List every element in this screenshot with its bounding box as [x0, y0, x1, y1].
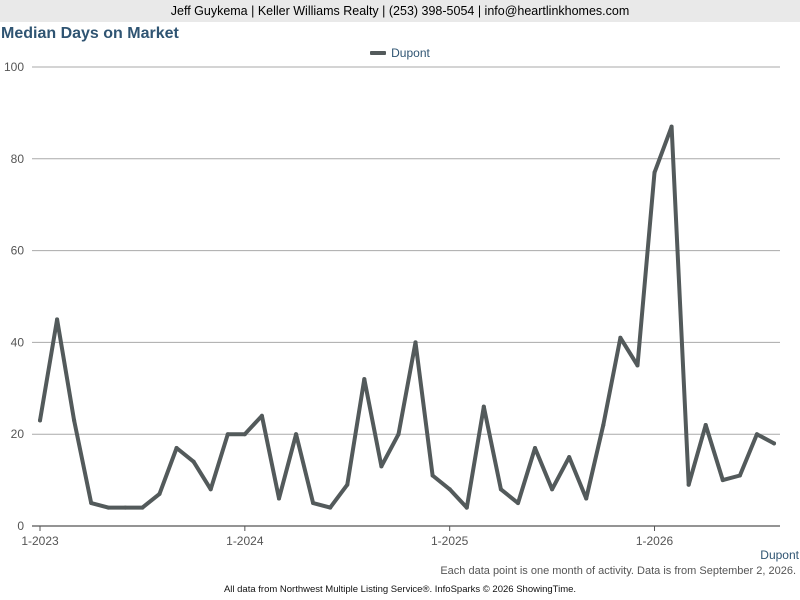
y-tick-label: 40 — [11, 335, 25, 349]
series-layer — [38, 124, 777, 510]
y-tick-label: 60 — [11, 244, 25, 258]
contact-header: Jeff Guykema | Keller Williams Realty | … — [0, 0, 800, 22]
chart-title: Median Days on Market — [1, 25, 179, 42]
data-point-2025-10 — [601, 423, 606, 428]
data-point-2026-04 — [703, 423, 708, 428]
data-point-2024-11 — [413, 340, 418, 345]
chart-legend[interactable]: Dupont — [0, 46, 800, 60]
data-point-2024-03 — [276, 496, 281, 501]
axis-layer: 0 20 40 60 80 100 1-2023 1-2024 1-2025 1-2026 — [4, 60, 780, 548]
data-point-2024-10 — [396, 432, 401, 437]
data-point-2023-01 — [38, 418, 42, 423]
data-point-2023-03 — [72, 418, 77, 423]
x-tick-label: 1-2026 — [636, 534, 674, 548]
data-point-2023-08 — [157, 491, 162, 496]
data-point-2025-02 — [464, 505, 469, 510]
data-point-2026-06 — [737, 473, 742, 478]
legend-label: Dupont — [391, 46, 430, 60]
data-point-2026-02 — [669, 124, 674, 129]
data-point-2023-05 — [106, 505, 111, 510]
data-point-2024-02 — [259, 413, 264, 418]
data-point-2025-09 — [584, 496, 589, 501]
data-point-2024-09 — [379, 464, 384, 469]
y-tick-label: 0 — [17, 519, 24, 533]
data-point-2025-04 — [498, 487, 503, 492]
x-tick-label: 1-2025 — [431, 534, 469, 548]
data-point-2025-12 — [635, 363, 640, 368]
y-tick-label: 80 — [11, 152, 25, 166]
data-point-2025-03 — [481, 404, 486, 409]
data-point-2025-11 — [618, 335, 623, 340]
data-point-2026-07 — [754, 432, 759, 437]
y-tick-label: 100 — [4, 60, 24, 74]
contact-text: Jeff Guykema | Keller Williams Realty | … — [170, 4, 630, 18]
data-point-2026-03 — [686, 482, 691, 487]
data-point-2025-08 — [567, 455, 572, 460]
data-note: Each data point is one month of activity… — [440, 565, 796, 577]
data-point-2023-11 — [208, 487, 213, 492]
data-point-2023-06 — [123, 505, 128, 510]
data-point-2024-07 — [345, 482, 350, 487]
data-point-2024-04 — [294, 432, 299, 437]
data-point-2023-04 — [89, 501, 94, 506]
grid-layer — [32, 66, 780, 435]
data-point-2026-08 — [772, 441, 777, 446]
data-point-2023-02 — [55, 317, 60, 322]
y-tick-label: 20 — [11, 427, 25, 441]
data-point-2025-01 — [447, 487, 452, 492]
data-point-2026-01 — [652, 170, 657, 175]
data-point-2024-12 — [430, 473, 435, 478]
data-point-2023-09 — [174, 445, 179, 450]
data-point-2026-05 — [720, 478, 725, 483]
footer-credit: All data from Northwest Multiple Listing… — [223, 584, 577, 595]
data-point-2025-06 — [533, 445, 538, 450]
series-side-label[interactable]: Dupont — [760, 548, 799, 562]
x-tick-label: 1-2023 — [21, 534, 59, 548]
data-point-2024-06 — [328, 505, 333, 510]
data-point-2023-12 — [225, 432, 230, 437]
data-point-2023-07 — [140, 505, 145, 510]
data-point-2025-05 — [515, 501, 520, 506]
x-tick-label: 1-2024 — [226, 534, 264, 548]
data-point-2024-01 — [242, 432, 247, 437]
data-point-2023-10 — [191, 459, 196, 464]
data-point-2024-05 — [311, 501, 316, 506]
data-point-2024-08 — [362, 377, 367, 382]
series-line-dupont — [38, 124, 776, 510]
legend-line-swatch — [370, 51, 387, 55]
data-point-2025-07 — [550, 487, 555, 492]
